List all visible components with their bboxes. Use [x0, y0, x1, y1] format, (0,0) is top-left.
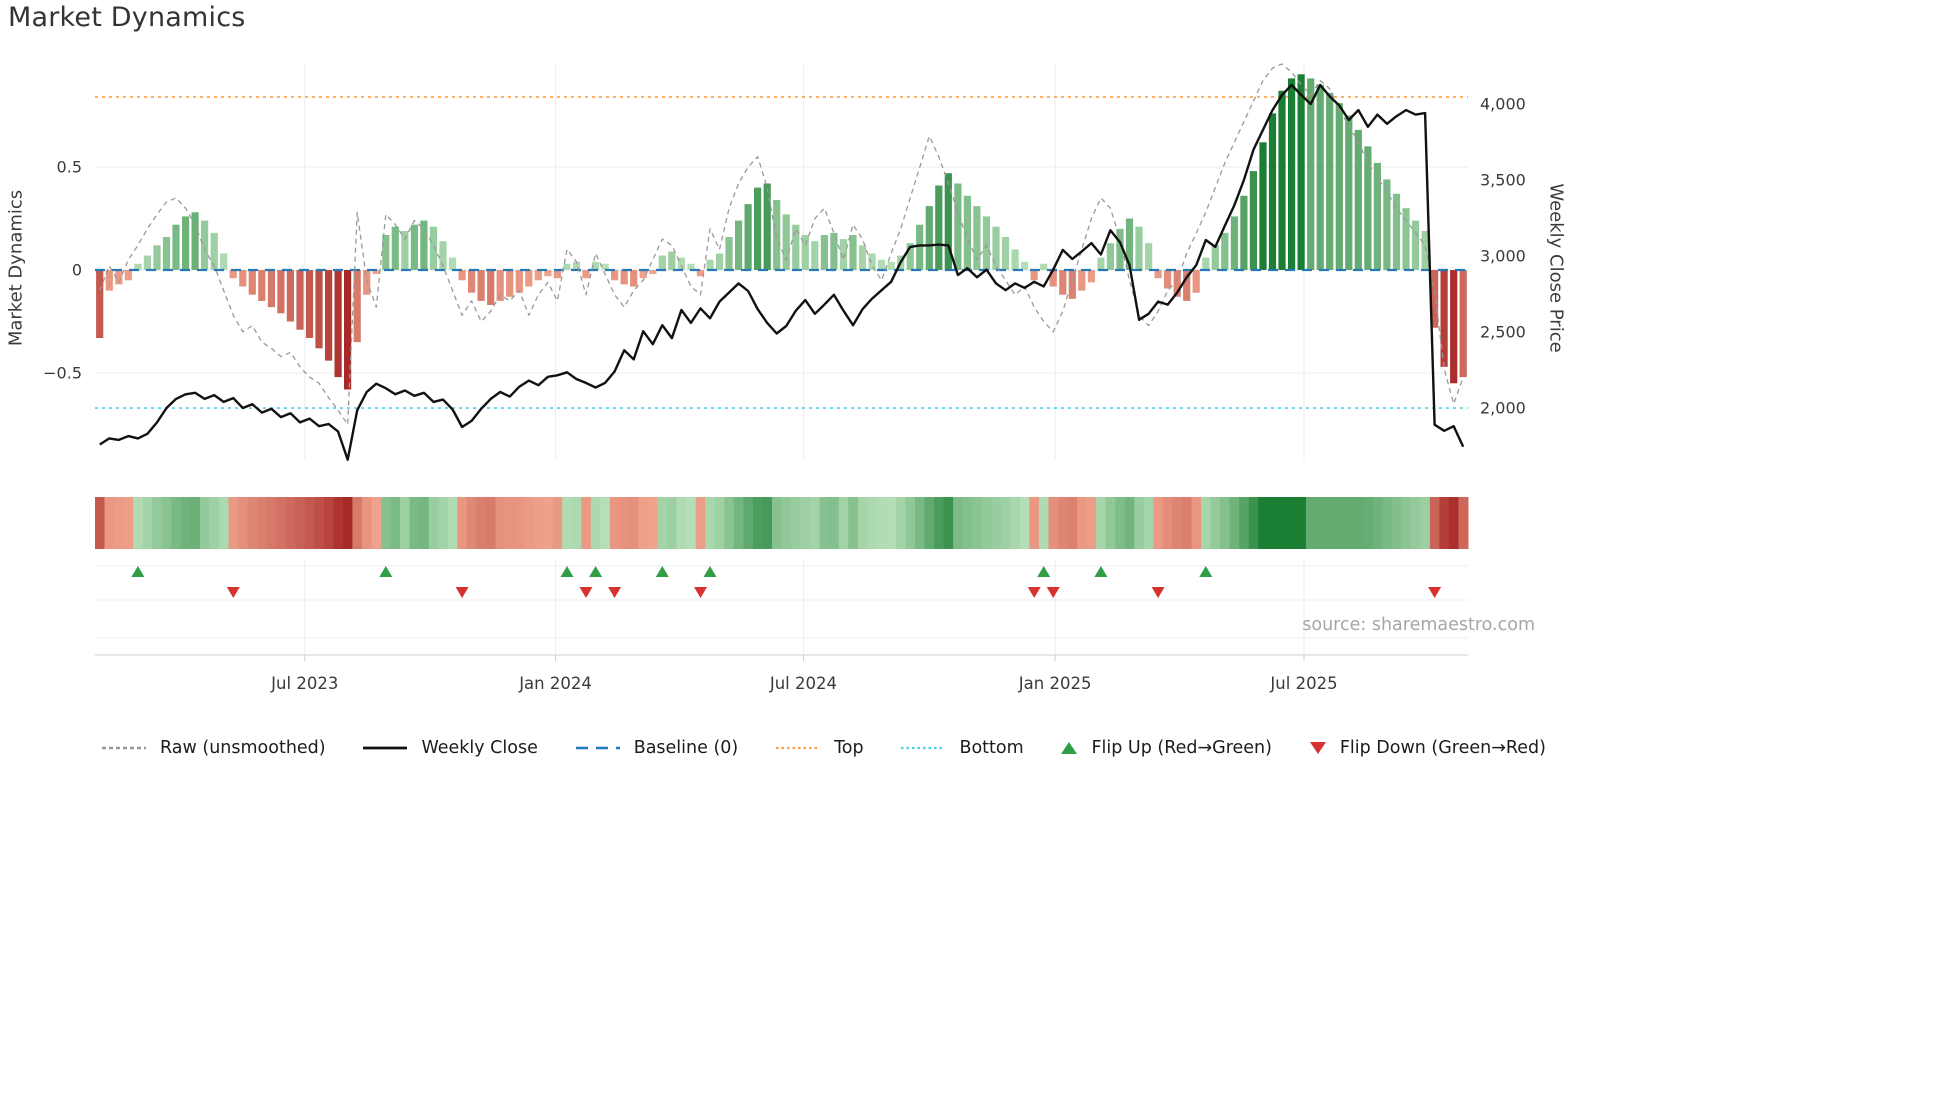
legend-label-bottom: Bottom [959, 738, 1024, 758]
legend-label-baseline: Baseline (0) [633, 738, 739, 758]
flip-down-marker [1046, 587, 1060, 598]
source-text: source: sharemaestro.com [1302, 615, 1535, 635]
top-line-swatch [776, 746, 821, 750]
legend-item-weekly-close: Weekly Close [361, 738, 538, 758]
svg-text:Jul 2024: Jul 2024 [769, 674, 837, 693]
legend-label-raw: Raw (unsmoothed) [160, 738, 326, 758]
flip-down-marker [608, 587, 622, 598]
flip-down-marker [1151, 587, 1165, 598]
legend-label-flip-up: Flip Up (Red→Green) [1091, 738, 1272, 758]
weekly-close-line-swatch [363, 746, 408, 750]
svg-text:Jan 2024: Jan 2024 [518, 674, 592, 693]
raw-line-swatch [102, 746, 146, 750]
svg-text:Jan 2025: Jan 2025 [1018, 674, 1092, 693]
weekly-close-line [99, 83, 1465, 461]
flip-up-marker [589, 566, 603, 577]
legend-item-top: Top [774, 738, 864, 758]
legend-item-bottom: Bottom [899, 738, 1024, 758]
svg-text:0: 0 [72, 261, 82, 280]
bars-layer [96, 74, 1467, 390]
axis-tick-labels: 0.5 0 −0.5 4,000 3,500 3,000 2,500 2,000 Jul 202… [43, 95, 1526, 694]
svg-text:Jul 2025: Jul 2025 [1269, 674, 1337, 693]
flip-up-marker [703, 566, 717, 577]
flip-up-marker [131, 566, 145, 577]
right-axis-title: Weekly Close Price [1545, 183, 1567, 353]
left-axis-title: Market Dynamics [5, 189, 27, 347]
flip-markers [131, 566, 1442, 598]
raw-line [99, 63, 1464, 426]
legend-item-flip-down: Flip Down (Green→Red) [1308, 738, 1546, 758]
chart-title: Market Dynamics [8, 2, 246, 33]
svg-text:−0.5: −0.5 [43, 364, 82, 383]
svg-text:0.5: 0.5 [57, 158, 82, 177]
flip-up-marker [1037, 566, 1051, 577]
svg-text:3,500: 3,500 [1480, 171, 1526, 190]
flip-up-marker [560, 566, 574, 577]
flip-down-marker [226, 587, 240, 598]
svg-text:2,000: 2,000 [1480, 399, 1526, 418]
svg-text:2,500: 2,500 [1480, 323, 1526, 342]
svg-text:4,000: 4,000 [1480, 95, 1526, 114]
flip-up-marker [655, 566, 669, 577]
flip-down-marker [1428, 587, 1442, 598]
flip-down-triangle-icon [1309, 742, 1326, 754]
flip-up-marker [379, 566, 393, 577]
flip-down-marker [1027, 587, 1041, 598]
svg-text:3,000: 3,000 [1480, 247, 1526, 266]
flip-down-marker [694, 587, 707, 598]
reference-lines [95, 96, 1468, 409]
flip-up-triangle-icon [1061, 742, 1078, 754]
flip-down-marker [455, 587, 469, 598]
legend-item-raw: Raw (unsmoothed) [100, 738, 326, 758]
flip-up-marker [1094, 566, 1108, 577]
legend-item-baseline: Baseline (0) [574, 738, 739, 758]
legend: Raw (unsmoothed) Weekly Close Baseline (… [100, 738, 1546, 758]
legend-item-flip-up: Flip Up (Red→Green) [1059, 738, 1272, 758]
baseline-line-swatch [575, 746, 620, 750]
legend-label-weekly-close: Weekly Close [421, 738, 538, 758]
svg-text:Jul 2023: Jul 2023 [270, 674, 338, 693]
heatmap-strip [95, 497, 1469, 549]
flip-up-marker [1199, 566, 1213, 577]
bottom-line-swatch [901, 746, 946, 750]
flip-down-marker [579, 587, 593, 598]
legend-label-top: Top [834, 738, 864, 758]
legend-label-flip-down: Flip Down (Green→Red) [1339, 738, 1546, 758]
